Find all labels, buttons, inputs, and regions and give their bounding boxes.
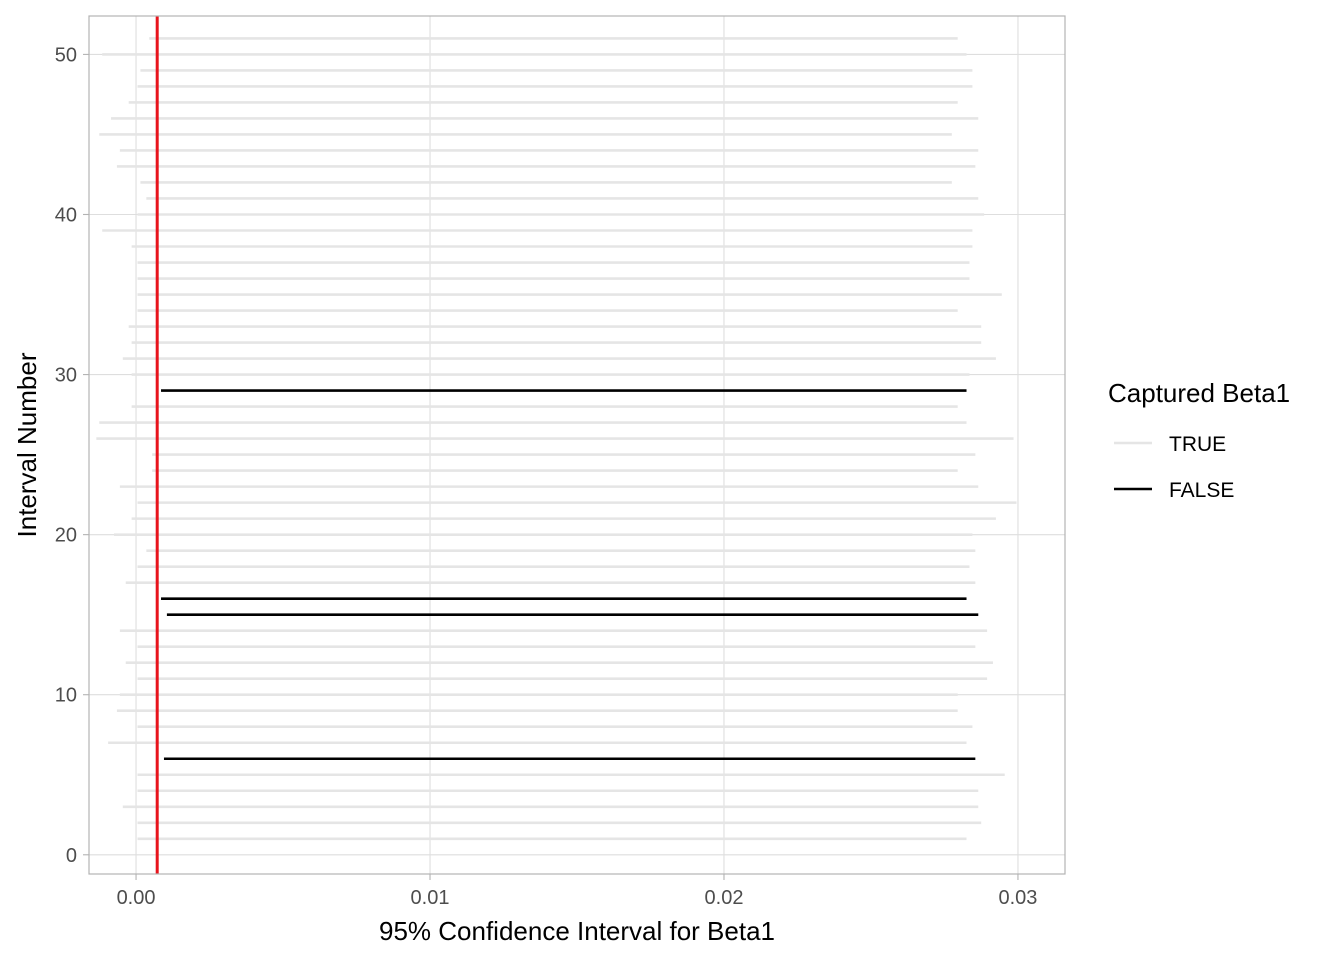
y-tick-label-5: 50 bbox=[55, 44, 77, 66]
y-tick-label-1: 10 bbox=[55, 685, 77, 707]
y-tick-label-3: 30 bbox=[55, 365, 77, 387]
x-axis: 0.00 0.01 0.02 0.03 bbox=[117, 874, 1037, 909]
plot-panel bbox=[89, 16, 1065, 874]
y-tick-label-2: 20 bbox=[55, 525, 77, 547]
x-tick-label-1: 0.01 bbox=[411, 887, 450, 909]
legend-label-false: FALSE bbox=[1169, 479, 1234, 502]
y-tick-label-4: 40 bbox=[55, 204, 77, 226]
x-tick-label-3: 0.03 bbox=[998, 887, 1037, 909]
y-axis-title: Interval Number bbox=[12, 352, 42, 537]
x-axis-title: 95% Confidence Interval for Beta1 bbox=[379, 916, 775, 946]
y-tick-label-0: 0 bbox=[66, 845, 77, 867]
legend: Captured Beta1 TRUE FALSE bbox=[1108, 378, 1290, 502]
x-tick-label-0: 0.00 bbox=[117, 887, 156, 909]
x-tick-label-2: 0.02 bbox=[705, 887, 744, 909]
interval-segments bbox=[96, 37, 1017, 841]
y-axis: 0 10 20 30 40 50 bbox=[55, 44, 89, 867]
legend-title: Captured Beta1 bbox=[1108, 378, 1290, 408]
legend-label-true: TRUE bbox=[1169, 433, 1226, 456]
panel-border bbox=[88, 15, 1066, 875]
